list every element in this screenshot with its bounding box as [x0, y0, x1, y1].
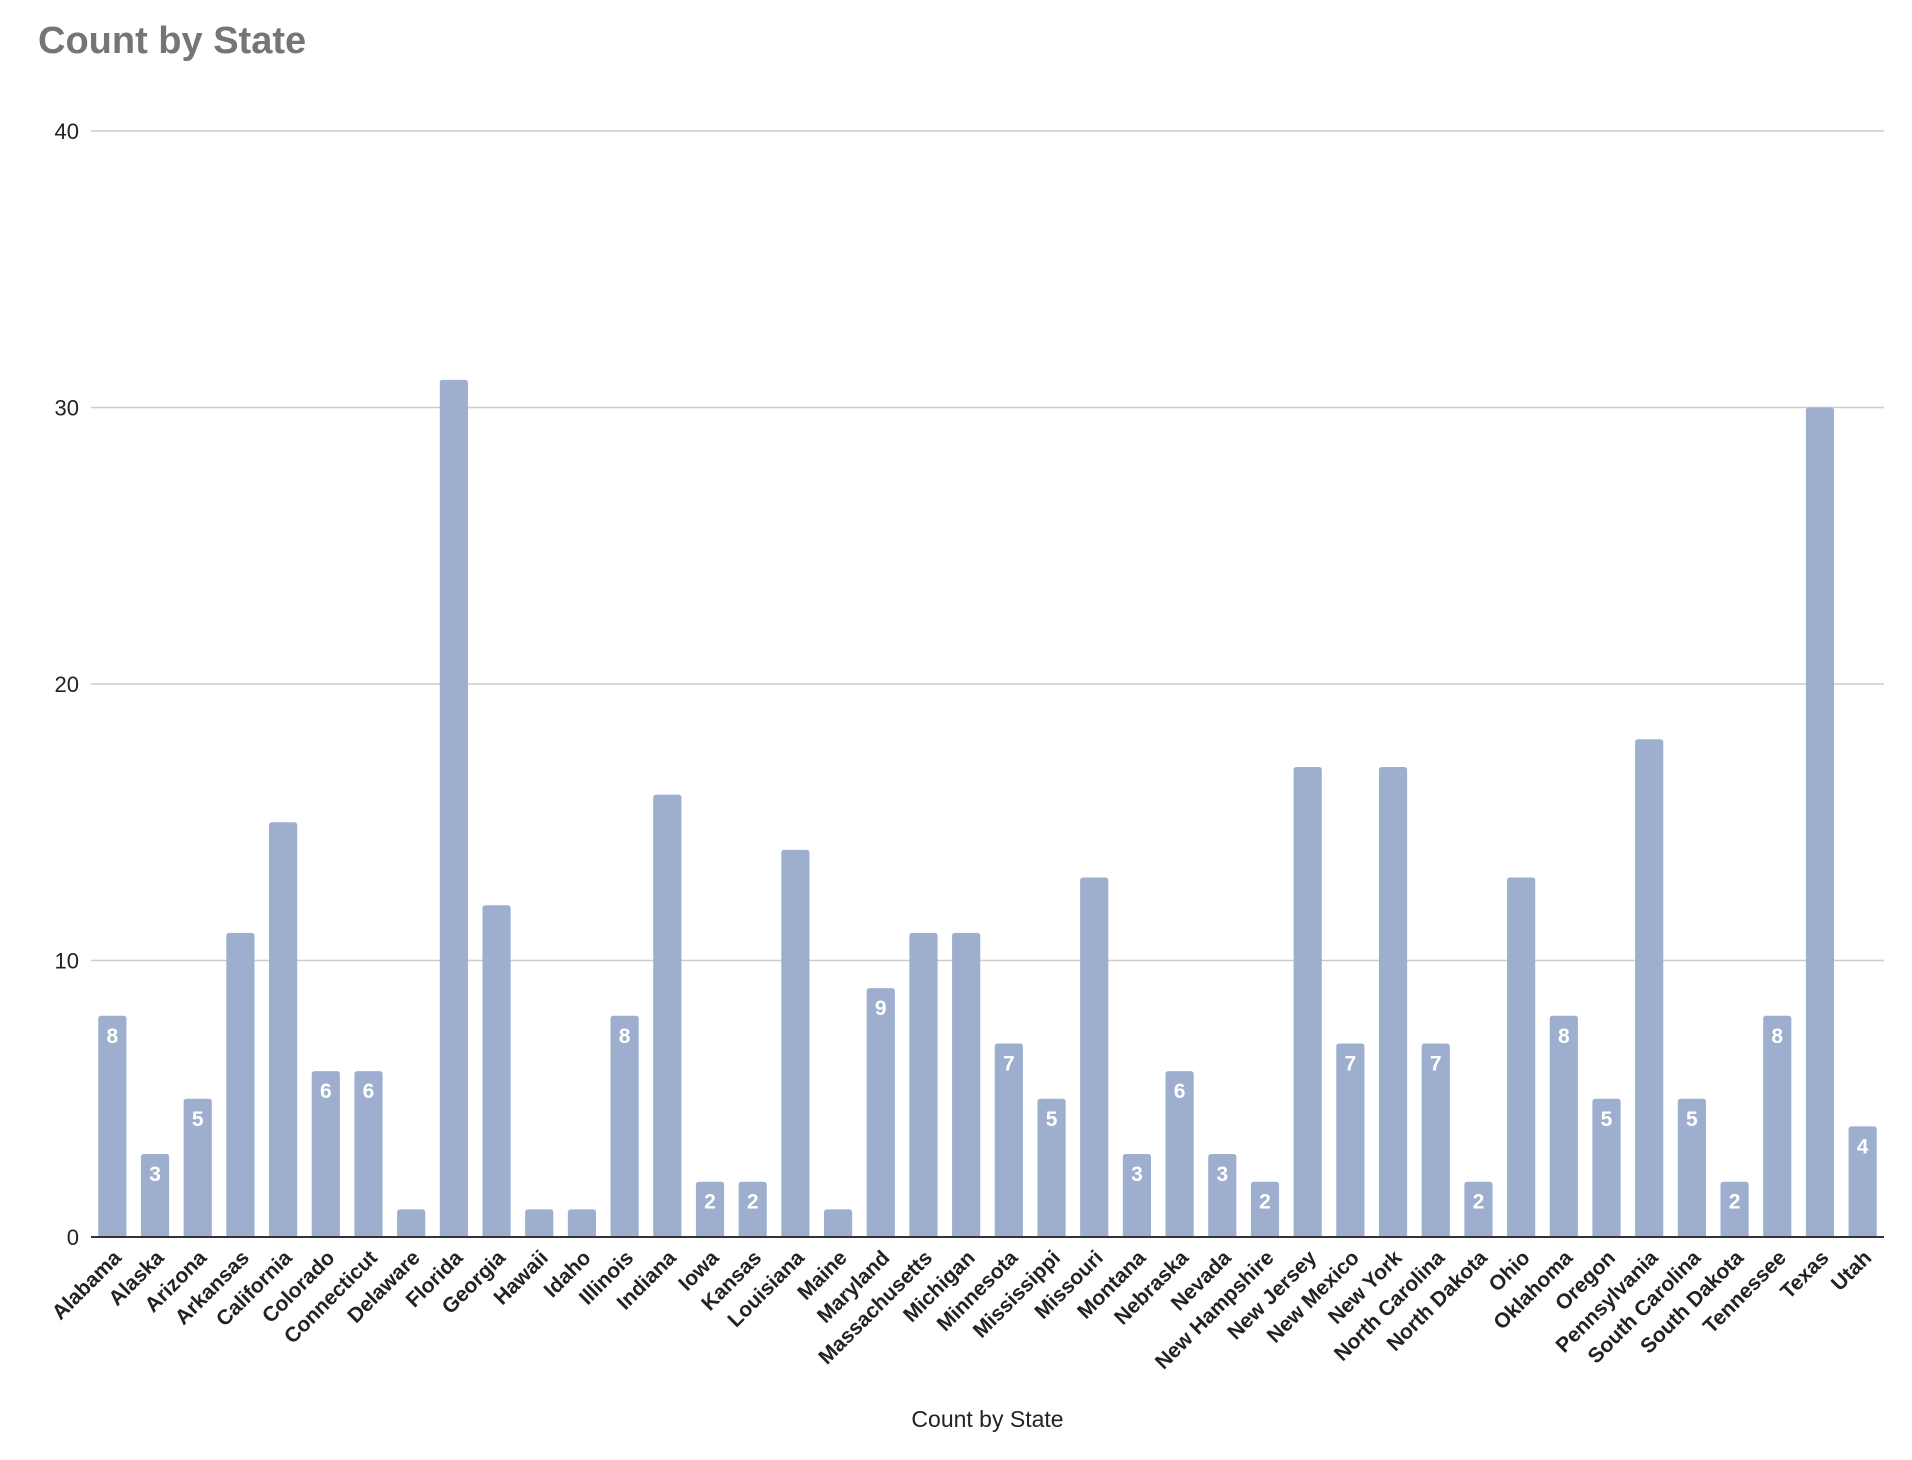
bar-california — [269, 822, 298, 1237]
bar-oklahoma — [1549, 1015, 1578, 1237]
data-label: 6 — [320, 1080, 332, 1103]
data-label: 7 — [1003, 1052, 1015, 1075]
bar-iowa — [695, 1181, 725, 1237]
bar-connecticut — [354, 1071, 383, 1237]
bar-mississippi — [1037, 1098, 1066, 1237]
bar-hawaii — [525, 1209, 554, 1237]
bar-kansas — [738, 1181, 767, 1237]
data-label: 5 — [192, 1108, 204, 1131]
bar-utah — [1848, 1126, 1877, 1237]
bar-new-mexico — [1336, 1043, 1365, 1237]
bar-alabama — [98, 1015, 127, 1237]
bar-massachusetts — [909, 932, 938, 1237]
x-axis-title: Count by State — [911, 1406, 1063, 1432]
bar-ohio — [1507, 877, 1536, 1237]
data-label: 5 — [1686, 1108, 1698, 1131]
bar-maine — [823, 1209, 853, 1237]
bars — [98, 379, 1877, 1238]
bar-georgia — [482, 905, 511, 1237]
bar-arizona — [183, 1098, 212, 1237]
chart-title: Count by State — [38, 20, 307, 62]
data-label: 3 — [149, 1163, 161, 1186]
bar-south-carolina — [1677, 1098, 1706, 1237]
bar-new-york — [1378, 766, 1408, 1237]
bar-north-carolina — [1421, 1043, 1450, 1237]
gridlines — [91, 130, 1884, 962]
x-axis-categories: AlabamaAlaskaArizonaArkansasCaliforniaCo… — [48, 1246, 1876, 1374]
bar-nebraska — [1165, 1071, 1194, 1237]
bar-texas — [1805, 407, 1835, 1237]
x-category-label: Texas — [1776, 1246, 1833, 1303]
bar-tennessee — [1763, 1015, 1792, 1237]
data-label: 2 — [704, 1191, 716, 1214]
data-label: 3 — [1216, 1163, 1228, 1186]
bar-louisiana — [781, 849, 810, 1237]
y-axis-ticks: 0 10 20 30 40 — [55, 119, 79, 1250]
bar-nevada — [1208, 1154, 1237, 1237]
data-label: 2 — [1729, 1191, 1741, 1214]
bar-montana — [1122, 1154, 1152, 1237]
y-tick-label: 30 — [55, 396, 79, 421]
y-tick-label: 10 — [55, 949, 79, 974]
bar-alaska — [140, 1154, 170, 1237]
data-label: 7 — [1345, 1052, 1357, 1075]
data-labels: 8 3 5 6 6 8 2 2 9 7 5 3 6 3 2 7 7 2 8 5 5 2 8 4 — [107, 997, 1869, 1214]
bar-michigan — [952, 932, 981, 1237]
bar-new-hampshire — [1250, 1181, 1280, 1237]
bar-indiana — [653, 794, 682, 1237]
x-category-label: Utah — [1827, 1246, 1876, 1295]
bar-new-jersey — [1293, 766, 1322, 1237]
data-label: 8 — [1771, 1025, 1783, 1048]
data-label: 8 — [619, 1025, 631, 1048]
data-label: 5 — [1046, 1108, 1058, 1131]
bar-oregon — [1592, 1098, 1621, 1237]
data-label: 6 — [363, 1080, 375, 1103]
bar-arkansas — [226, 932, 255, 1237]
data-label: 7 — [1430, 1052, 1442, 1075]
data-label: 2 — [1259, 1191, 1271, 1214]
bar-colorado — [311, 1071, 340, 1237]
bar-south-dakota — [1720, 1181, 1749, 1237]
data-label: 8 — [1558, 1025, 1570, 1048]
data-label: 2 — [747, 1191, 759, 1214]
data-label: 6 — [1174, 1080, 1186, 1103]
y-tick-label: 0 — [67, 1225, 79, 1250]
data-label: 2 — [1473, 1191, 1485, 1214]
bar-delaware — [397, 1209, 426, 1237]
bar-missouri — [1080, 877, 1109, 1237]
y-tick-label: 20 — [55, 672, 79, 697]
data-label: 8 — [107, 1025, 119, 1048]
bar-pennsylvania — [1635, 739, 1664, 1237]
data-label: 3 — [1131, 1163, 1143, 1186]
y-tick-label: 40 — [55, 119, 79, 144]
bar-minnesota — [994, 1043, 1023, 1237]
data-label: 9 — [875, 997, 887, 1020]
bar-maryland — [866, 988, 895, 1237]
bar-idaho — [567, 1209, 597, 1237]
data-label: 5 — [1601, 1108, 1613, 1131]
bar-florida — [439, 379, 468, 1238]
bar-north-dakota — [1464, 1181, 1493, 1237]
bar-illinois — [610, 1015, 639, 1237]
data-label: 4 — [1857, 1135, 1869, 1158]
